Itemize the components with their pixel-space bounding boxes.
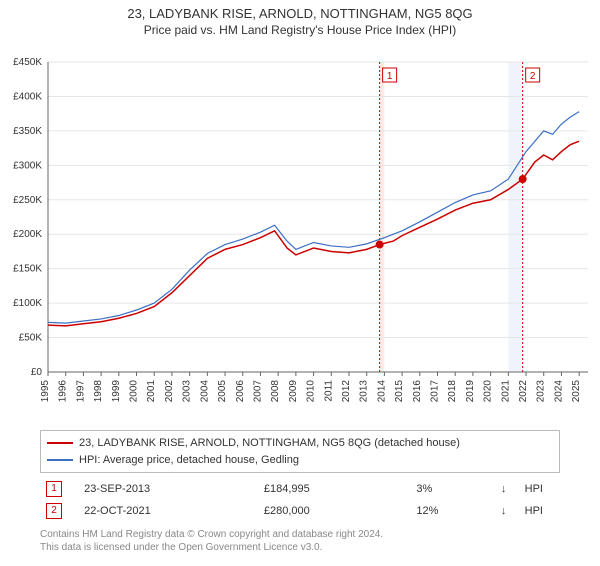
x-tick-label: 2024 bbox=[553, 380, 564, 403]
y-tick-label: £50K bbox=[19, 333, 43, 344]
x-tick-label: 2000 bbox=[129, 380, 140, 403]
tx-index-box: 2 bbox=[46, 503, 62, 519]
y-tick-label: £100K bbox=[13, 298, 42, 309]
x-tick-label: 2010 bbox=[306, 380, 317, 403]
tx-pct: 3% bbox=[410, 478, 494, 500]
x-tick-label: 2025 bbox=[571, 380, 582, 403]
x-tick-label: 1997 bbox=[75, 380, 86, 403]
legend-label: HPI: Average price, detached house, Gedl… bbox=[79, 452, 299, 469]
x-tick-label: 2003 bbox=[182, 380, 193, 403]
y-tick-label: £400K bbox=[13, 91, 42, 102]
legend-box: 23, LADYBANK RISE, ARNOLD, NOTTINGHAM, N… bbox=[40, 430, 560, 473]
x-tick-label: 1999 bbox=[111, 380, 122, 403]
shaded-region bbox=[508, 62, 522, 372]
tx-vs: HPI bbox=[519, 478, 560, 500]
x-tick-label: 2023 bbox=[536, 380, 547, 403]
x-tick-label: 2020 bbox=[483, 380, 494, 403]
y-tick-label: £150K bbox=[13, 264, 42, 275]
tx-marker-num: 2 bbox=[530, 71, 536, 82]
x-tick-label: 1998 bbox=[93, 380, 104, 403]
x-tick-label: 2009 bbox=[288, 380, 299, 403]
y-tick-label: £350K bbox=[13, 126, 42, 137]
x-tick-label: 2012 bbox=[341, 380, 352, 403]
x-tick-label: 2006 bbox=[235, 380, 246, 403]
x-tick-label: 2001 bbox=[146, 380, 157, 403]
tx-price: £184,995 bbox=[258, 478, 411, 500]
y-tick-label: £450K bbox=[13, 57, 42, 68]
chart-subtitle: Price paid vs. HM Land Registry's House … bbox=[0, 23, 600, 37]
footer-attribution: Contains HM Land Registry data © Crown c… bbox=[40, 528, 580, 554]
legend-item: 23, LADYBANK RISE, ARNOLD, NOTTINGHAM, N… bbox=[47, 435, 553, 452]
x-tick-label: 2002 bbox=[164, 380, 175, 403]
table-row: 1 23-SEP-2013£184,9953%↓HPI bbox=[40, 478, 560, 500]
tx-vs: HPI bbox=[519, 500, 560, 522]
tx-pct: 12% bbox=[410, 500, 494, 522]
legend-item: HPI: Average price, detached house, Gedl… bbox=[47, 452, 553, 469]
x-tick-label: 2008 bbox=[270, 380, 281, 403]
x-tick-label: 2004 bbox=[199, 380, 210, 403]
legend-swatch bbox=[47, 442, 73, 444]
footer-line2: This data is licensed under the Open Gov… bbox=[40, 541, 580, 554]
x-tick-label: 2016 bbox=[412, 380, 423, 403]
x-tick-label: 2018 bbox=[447, 380, 458, 403]
legend-swatch bbox=[47, 459, 73, 461]
x-tick-label: 2007 bbox=[252, 380, 263, 403]
arrow-down-icon: ↓ bbox=[495, 500, 519, 522]
tx-price: £280,000 bbox=[258, 500, 411, 522]
y-tick-label: £300K bbox=[13, 160, 42, 171]
x-tick-label: 2022 bbox=[518, 380, 529, 403]
x-tick-label: 2015 bbox=[394, 380, 405, 403]
y-tick-label: £200K bbox=[13, 229, 42, 240]
tx-dot bbox=[519, 175, 527, 183]
table-row: 2 22-OCT-2021£280,00012%↓HPI bbox=[40, 500, 560, 522]
x-tick-label: 2005 bbox=[217, 380, 228, 403]
tx-dot bbox=[376, 241, 384, 249]
legend-label: 23, LADYBANK RISE, ARNOLD, NOTTINGHAM, N… bbox=[79, 435, 460, 452]
x-tick-label: 1995 bbox=[40, 380, 51, 403]
tx-date: 22-OCT-2021 bbox=[78, 500, 258, 522]
tx-marker-num: 1 bbox=[387, 71, 393, 82]
shaded-region bbox=[380, 62, 385, 372]
chart-svg: £0 £50K £100K £150K £200K £250K £300K £350K £400… bbox=[0, 52, 600, 422]
x-tick-label: 2013 bbox=[359, 380, 370, 403]
series-line-1 bbox=[48, 112, 579, 323]
transaction-table: 1 23-SEP-2013£184,9953%↓HPI 2 22-OCT-2021£2… bbox=[40, 478, 560, 522]
y-tick-label: £250K bbox=[13, 195, 42, 206]
chart-area: £0 £50K £100K £150K £200K £250K £300K £350K £400… bbox=[0, 52, 600, 422]
x-tick-label: 2019 bbox=[465, 380, 476, 403]
arrow-down-icon: ↓ bbox=[495, 478, 519, 500]
y-tick-label: £0 bbox=[31, 367, 43, 378]
x-tick-label: 2021 bbox=[500, 380, 511, 403]
x-tick-label: 2014 bbox=[376, 380, 387, 403]
x-tick-label: 2017 bbox=[430, 380, 441, 403]
x-tick-label: 1996 bbox=[58, 380, 69, 403]
tx-index-box: 1 bbox=[46, 481, 62, 497]
tx-date: 23-SEP-2013 bbox=[78, 478, 258, 500]
x-tick-label: 2011 bbox=[323, 380, 334, 402]
series-line-0 bbox=[48, 141, 579, 326]
footer-line1: Contains HM Land Registry data © Crown c… bbox=[40, 528, 580, 541]
chart-title: 23, LADYBANK RISE, ARNOLD, NOTTINGHAM, N… bbox=[0, 6, 600, 21]
